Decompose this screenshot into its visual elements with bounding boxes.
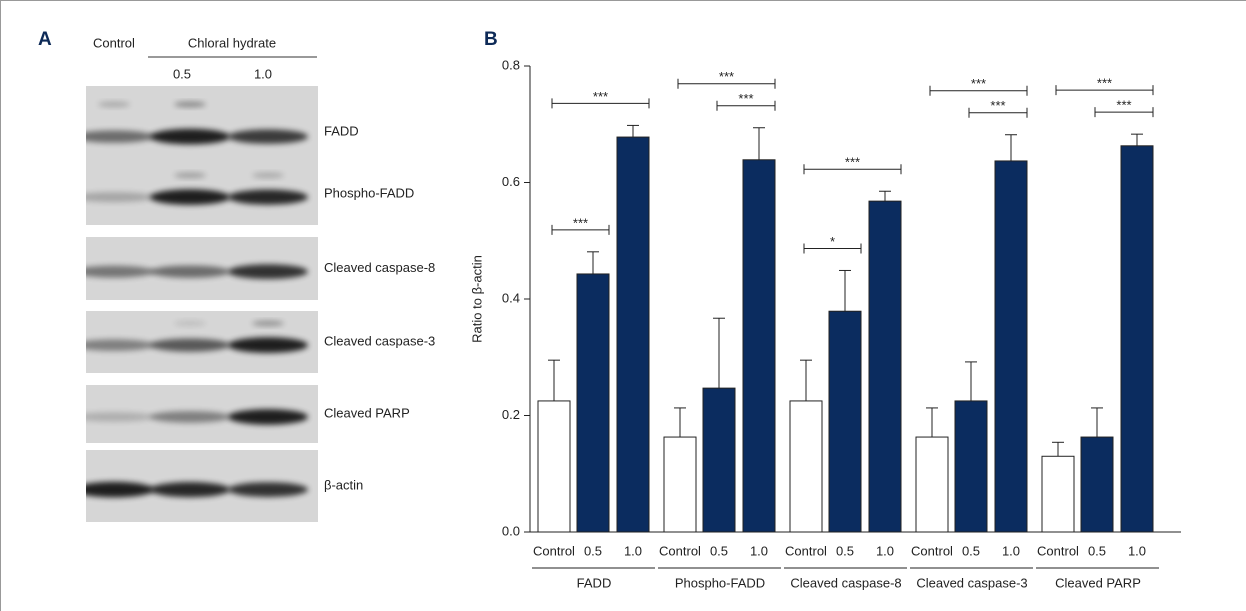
lane-label: Control (93, 35, 135, 50)
blot-label: FADD (324, 123, 359, 138)
group-label: FADD (577, 575, 612, 590)
bands (74, 264, 308, 279)
band (150, 339, 230, 352)
blot (74, 237, 318, 300)
bands (74, 482, 308, 498)
dose-label: 0.5 (173, 66, 191, 81)
dose-label: 1.0 (254, 66, 272, 81)
band (150, 189, 230, 205)
bar (664, 437, 696, 532)
band (174, 320, 206, 326)
x-tick-label: 0.5 (710, 543, 728, 558)
band (74, 192, 154, 202)
bar (1081, 437, 1113, 532)
y-tick-label: 0.0 (502, 523, 520, 538)
bar (703, 388, 735, 532)
blot-label: β-actin (324, 477, 363, 492)
blot-label: Phospho-FADD (324, 185, 414, 200)
panel-label: B (484, 29, 498, 50)
x-tick-label: Control (1037, 543, 1079, 558)
band (150, 411, 230, 423)
blot (74, 163, 318, 225)
blot-label: Cleaved caspase-8 (324, 260, 435, 275)
significance-label: *** (738, 91, 753, 106)
bar (538, 401, 570, 532)
band (74, 482, 154, 498)
blot (74, 450, 318, 522)
x-tick-label: 0.5 (584, 543, 602, 558)
bar (916, 437, 948, 532)
band (228, 129, 308, 143)
group-label: Phospho-FADD (675, 575, 765, 590)
y-tick-label: 0.4 (502, 290, 520, 305)
significance-label: *** (845, 155, 860, 170)
x-tick-label: Control (659, 543, 701, 558)
x-tick-label: Control (785, 543, 827, 558)
x-tick-label: Control (533, 543, 575, 558)
band (228, 264, 308, 279)
x-tick-label: Control (911, 543, 953, 558)
significance-label: * (830, 234, 835, 249)
bar (1042, 456, 1074, 532)
significance-label: *** (1097, 76, 1112, 91)
bar (577, 274, 609, 532)
bar (995, 161, 1027, 532)
blot-label: Cleaved PARP (324, 405, 410, 420)
x-tick-label: 1.0 (624, 543, 642, 558)
bar (1121, 146, 1153, 532)
x-tick-label: 1.0 (1128, 543, 1146, 558)
bar (829, 311, 861, 532)
y-axis-label: Ratio to β-actin (469, 255, 484, 343)
band (98, 101, 130, 107)
x-tick-label: 1.0 (750, 543, 768, 558)
band (174, 101, 206, 107)
band (228, 337, 308, 353)
significance-label: *** (573, 215, 588, 230)
blot (74, 311, 318, 373)
significance-label: *** (719, 69, 734, 84)
panel-label: A (38, 29, 52, 50)
x-tick-label: 0.5 (962, 543, 980, 558)
y-tick-label: 0.6 (502, 174, 520, 189)
band (174, 172, 206, 178)
blot-label: Cleaved caspase-3 (324, 333, 435, 348)
band (74, 339, 154, 351)
bar (955, 401, 987, 532)
band (228, 482, 308, 497)
x-tick-label: 0.5 (1088, 543, 1106, 558)
band (150, 265, 230, 277)
x-tick-label: 0.5 (836, 543, 854, 558)
x-tick-label: 1.0 (876, 543, 894, 558)
y-tick-label: 0.8 (502, 57, 520, 72)
band (150, 129, 230, 145)
significance-label: *** (971, 76, 986, 91)
band (150, 482, 230, 497)
treatment-label: Chloral hydrate (188, 35, 276, 50)
band (228, 409, 308, 425)
figure: A Control Chloral hydrate 0.5 1.0 B FADD… (0, 0, 1246, 611)
bar (790, 401, 822, 532)
group-label: Cleaved PARP (1055, 575, 1141, 590)
bar (869, 201, 901, 532)
x-tick-label: 1.0 (1002, 543, 1020, 558)
band (228, 190, 308, 205)
bar (617, 137, 649, 532)
significance-label: *** (593, 89, 608, 104)
group-label: Cleaved caspase-3 (916, 575, 1027, 590)
group-label: Cleaved caspase-8 (790, 575, 901, 590)
significance-label: *** (990, 98, 1005, 113)
band (74, 130, 154, 142)
band (74, 266, 154, 278)
band (252, 320, 284, 326)
blot (74, 385, 318, 443)
y-tick-label: 0.2 (502, 407, 520, 422)
bar (743, 160, 775, 532)
band (252, 172, 284, 178)
band (74, 412, 154, 422)
significance-label: *** (1116, 98, 1131, 113)
